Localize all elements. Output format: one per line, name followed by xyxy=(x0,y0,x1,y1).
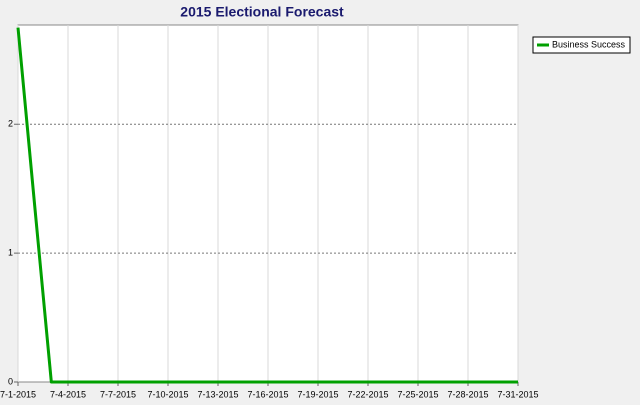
x-tick-label: 7-13-2015 xyxy=(197,389,238,399)
x-tick-label: 7-4-2015 xyxy=(50,389,86,399)
x-tick-label: 7-25-2015 xyxy=(397,389,438,399)
x-tick-label: 7-16-2015 xyxy=(247,389,288,399)
y-tick-label: 2 xyxy=(8,119,13,129)
line xyxy=(16,27,518,384)
legend-box xyxy=(532,36,631,54)
x-tick-label: 7-7-2015 xyxy=(100,389,136,399)
y-tick-label: 0 xyxy=(8,376,13,386)
legend-label: Business Success xyxy=(552,39,626,49)
y-tick-label: 1 xyxy=(8,247,13,257)
x-tick-label: 7-1-2015 xyxy=(0,389,36,399)
x-tick-label: 7-10-2015 xyxy=(147,389,188,399)
x-tick-label: 7-19-2015 xyxy=(297,389,338,399)
x-tick-label: 7-28-2015 xyxy=(447,389,488,399)
x-tick-label: 7-31-2015 xyxy=(497,389,538,399)
x-tick-label: 7-22-2015 xyxy=(347,389,388,399)
chart-title: 2015 Electional Forecast xyxy=(180,4,344,20)
